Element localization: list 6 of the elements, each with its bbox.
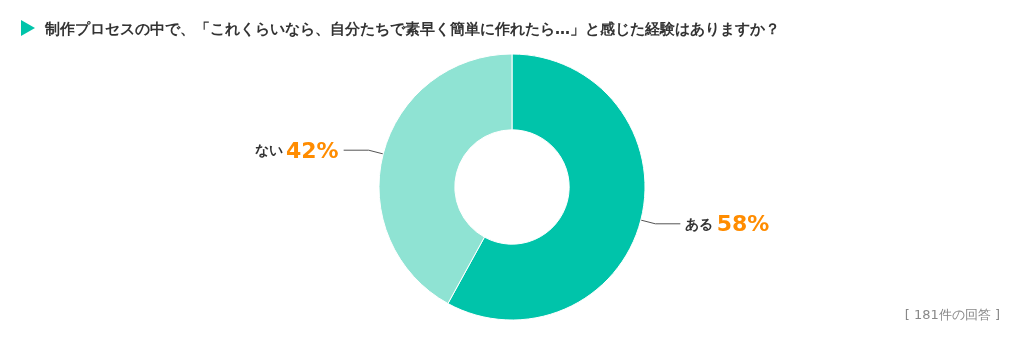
text: [ 181件の回答 ] [904,307,1001,322]
slice-label: ある [685,215,714,232]
data-label: 42% [285,137,339,163]
chart-title: 制作プロセスの中で、「これくらいなら、自分たちで素早く簡単に作れたら…」と感じた経験はありますか？ [44,19,780,38]
data-label: 58% [716,211,770,237]
slice-label: ない [254,142,283,159]
